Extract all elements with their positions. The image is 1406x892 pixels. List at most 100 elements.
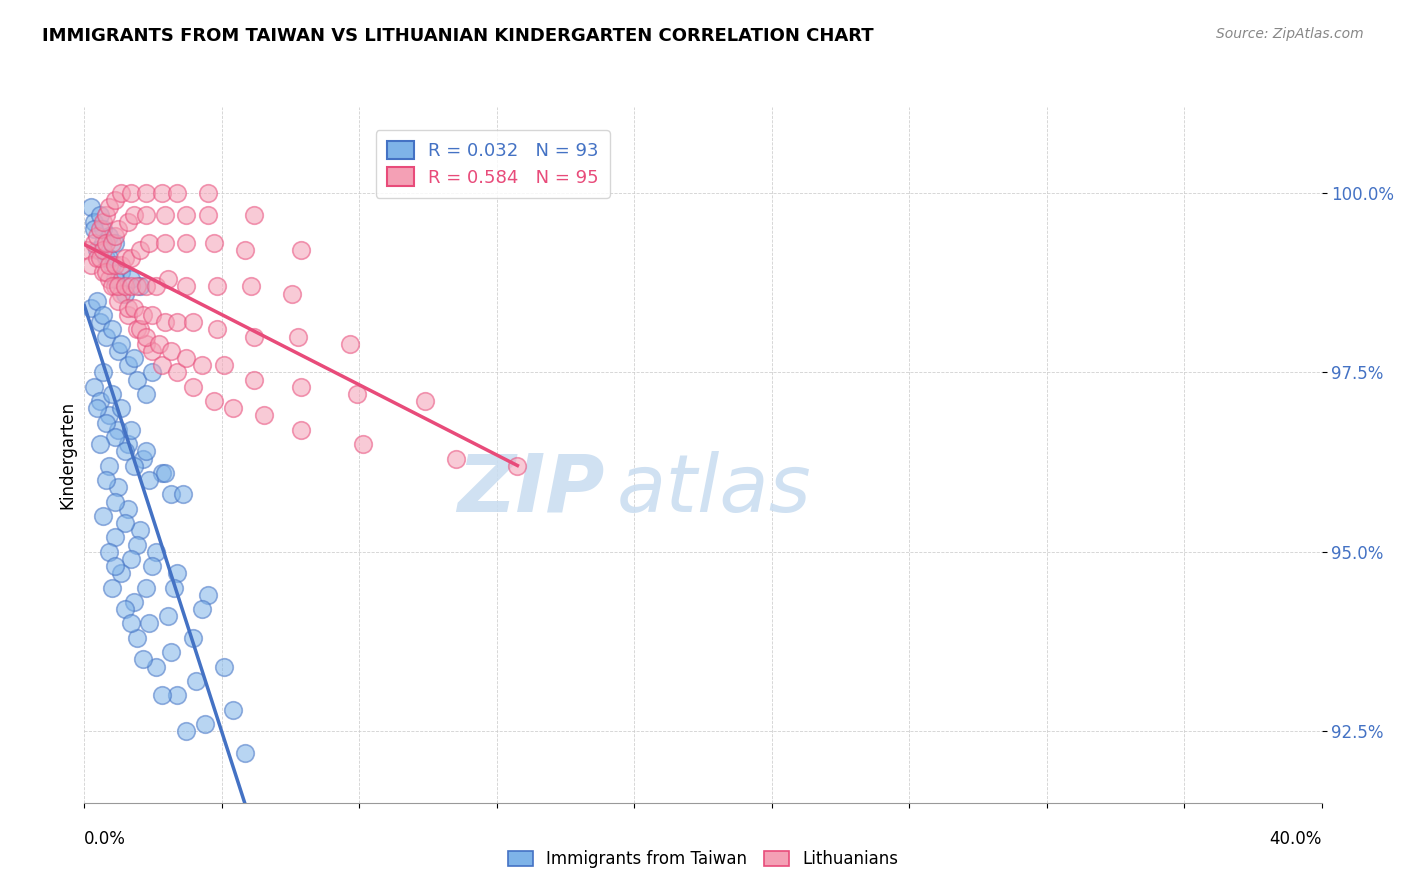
Point [153, 208, 176, 222]
Point [91, 265, 114, 279]
Point [120, 279, 142, 293]
Point [153, 466, 176, 480]
Point [156, 609, 179, 624]
Point [194, 717, 217, 731]
Point [120, 616, 142, 631]
Point [253, 409, 276, 423]
Point [145, 545, 167, 559]
Text: Source: ZipAtlas.com: Source: ZipAtlas.com [1216, 27, 1364, 41]
Point [120, 423, 142, 437]
Point [114, 444, 136, 458]
Point [98, 251, 121, 265]
Point [132, 308, 155, 322]
Point [117, 215, 139, 229]
Point [150, 688, 173, 702]
Point [110, 265, 132, 279]
Point [94, 236, 117, 251]
Point [138, 473, 160, 487]
Point [280, 286, 302, 301]
Point [104, 272, 127, 286]
Point [89, 251, 111, 265]
Point [89, 315, 111, 329]
Y-axis label: Kindergarten: Kindergarten [58, 401, 76, 509]
Point [98, 272, 121, 286]
Point [212, 659, 235, 673]
Point [91, 508, 114, 523]
Point [160, 645, 183, 659]
Point [150, 358, 173, 372]
Point [222, 702, 245, 716]
Point [135, 387, 157, 401]
Point [94, 265, 117, 279]
Point [166, 315, 188, 329]
Point [104, 258, 127, 272]
Point [94, 208, 117, 222]
Point [122, 458, 145, 473]
Point [202, 394, 225, 409]
Point [110, 566, 132, 581]
Point [101, 387, 124, 401]
Point [153, 236, 176, 251]
Point [104, 279, 127, 293]
Point [135, 208, 157, 222]
Point [98, 458, 121, 473]
Point [197, 186, 219, 200]
Point [101, 279, 124, 293]
Point [104, 194, 127, 208]
Point [107, 222, 129, 236]
Point [150, 466, 173, 480]
Point [125, 279, 148, 293]
Point [107, 293, 129, 308]
Point [212, 358, 235, 372]
Point [132, 451, 155, 466]
Point [83, 380, 105, 394]
Legend: Immigrants from Taiwan, Lithuanians: Immigrants from Taiwan, Lithuanians [501, 844, 905, 875]
Point [132, 652, 155, 666]
Point [107, 279, 129, 293]
Point [160, 487, 183, 501]
Point [101, 581, 124, 595]
Point [125, 373, 148, 387]
Point [110, 186, 132, 200]
Point [76, 244, 98, 258]
Point [83, 222, 105, 236]
Point [184, 673, 207, 688]
Point [176, 279, 198, 293]
Point [91, 215, 114, 229]
Point [129, 322, 152, 336]
Point [166, 566, 188, 581]
Point [243, 329, 266, 343]
Point [114, 516, 136, 530]
Point [141, 343, 163, 358]
Point [110, 401, 132, 416]
Point [86, 244, 108, 258]
Text: 40.0%: 40.0% [1270, 830, 1322, 847]
Point [98, 258, 121, 272]
Text: ZIP: ZIP [457, 450, 605, 529]
Point [176, 208, 198, 222]
Point [150, 186, 173, 200]
Point [114, 286, 136, 301]
Point [191, 602, 214, 616]
Point [104, 229, 127, 244]
Point [125, 631, 148, 645]
Point [148, 336, 170, 351]
Point [240, 279, 263, 293]
Point [141, 308, 163, 322]
Point [444, 451, 467, 466]
Point [79, 301, 101, 315]
Point [122, 595, 145, 609]
Point [145, 659, 167, 673]
Point [117, 308, 139, 322]
Point [166, 688, 188, 702]
Point [120, 251, 142, 265]
Point [181, 631, 204, 645]
Point [117, 358, 139, 372]
Point [83, 215, 105, 229]
Point [107, 480, 129, 494]
Point [101, 258, 124, 272]
Point [176, 724, 198, 739]
Point [153, 315, 176, 329]
Point [135, 581, 157, 595]
Point [104, 430, 127, 444]
